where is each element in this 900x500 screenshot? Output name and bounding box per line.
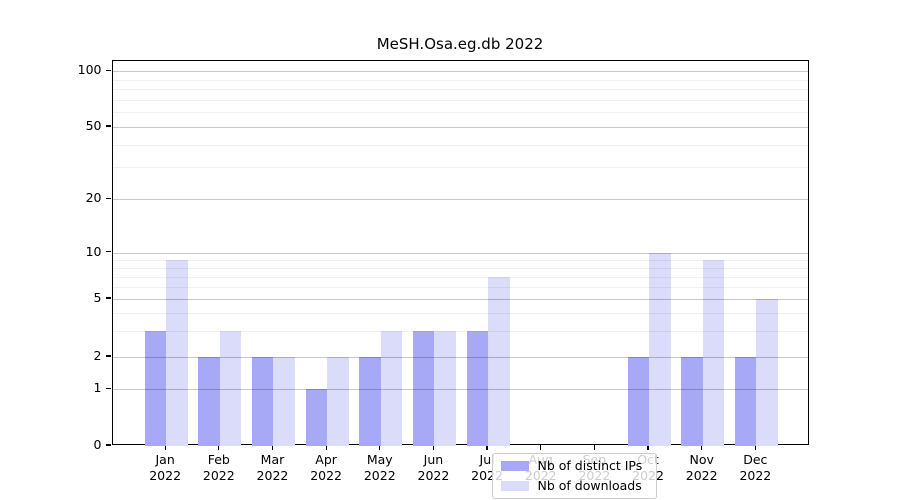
x-tick-mark <box>218 445 220 450</box>
major-gridline <box>112 299 808 300</box>
x-tick-mark <box>647 445 649 450</box>
bar-distinct-ips-may <box>359 357 381 446</box>
bar-downloads-jan <box>166 259 188 446</box>
x-tick-mark <box>701 445 703 450</box>
minor-gridline <box>112 276 808 278</box>
bar-distinct-ips-jan <box>144 331 167 446</box>
minor-gridline <box>112 167 808 169</box>
x-tick-mark <box>432 445 434 450</box>
bar-distinct-ips-feb <box>198 357 220 446</box>
x-tick-label: Jun 2022 <box>417 452 450 483</box>
y-tick-label: 0 <box>93 437 102 452</box>
major-gridline <box>112 252 808 254</box>
y-tick-mark <box>105 355 111 357</box>
x-tick-mark <box>593 445 595 450</box>
x-tick-mark <box>540 445 542 450</box>
bar-distinct-ips-dec <box>734 357 757 446</box>
minor-gridline <box>112 112 808 114</box>
bar-downloads-jul <box>488 276 510 446</box>
y-tick-mark <box>105 387 111 389</box>
legend-label-downloads: Nb of downloads <box>537 478 642 493</box>
legend: Nb of distinct IPs Nb of downloads <box>491 452 657 499</box>
bar-distinct-ips-jun <box>412 331 435 446</box>
chart-title: MeSH.Osa.eg.db 2022 <box>376 35 544 53</box>
y-tick-mark <box>105 444 111 446</box>
minor-gridline <box>112 99 808 101</box>
major-gridline <box>112 127 808 128</box>
x-tick-mark <box>271 445 274 450</box>
y-tick-mark <box>105 251 111 253</box>
major-gridline <box>112 389 808 391</box>
bar-distinct-ips-jul <box>466 331 489 446</box>
y-tick-label: 10 <box>85 243 102 259</box>
x-tick-mark <box>486 445 488 450</box>
y-tick-mark <box>105 69 111 71</box>
x-tick-label: Feb 2022 <box>202 452 235 483</box>
y-tick-label: 1 <box>93 380 102 396</box>
minor-gridline <box>112 259 808 261</box>
x-tick-label: May 2022 <box>363 452 396 483</box>
bar-downloads-feb <box>219 331 242 446</box>
bar-downloads-jun <box>434 331 456 446</box>
x-tick-mark <box>754 445 756 450</box>
major-gridline <box>112 199 808 201</box>
bar-downloads-dec <box>756 299 778 446</box>
bar-downloads-oct <box>649 252 671 446</box>
minor-gridline <box>112 331 808 333</box>
minor-gridline <box>112 144 808 146</box>
x-tick-label: Nov 2022 <box>685 452 718 483</box>
minor-gridline <box>112 79 808 81</box>
y-tick-label: 20 <box>85 190 102 206</box>
minor-gridline <box>112 286 808 288</box>
bar-distinct-ips-apr <box>305 389 328 446</box>
minor-gridline <box>112 313 808 315</box>
x-tick-label: Apr 2022 <box>310 452 343 483</box>
bar-downloads-apr <box>327 357 349 446</box>
bar-downloads-may <box>380 331 403 446</box>
y-tick-label: 50 <box>85 118 102 133</box>
legend-row-downloads: Nb of downloads <box>500 478 648 493</box>
x-tick-mark <box>379 445 381 450</box>
downloads-swatch <box>500 480 529 491</box>
x-tick-mark <box>164 445 166 450</box>
y-tick-mark <box>105 297 111 299</box>
legend-label-distinct-ips: Nb of distinct IPs <box>537 458 643 473</box>
minor-gridline <box>112 267 808 269</box>
major-gridline <box>112 71 808 73</box>
x-tick-label: Dec 2022 <box>739 452 772 483</box>
y-tick-label: 2 <box>93 348 102 363</box>
bar-distinct-ips-mar <box>251 357 274 446</box>
plot-area: Nb of distinct IPs Nb of downloads <box>111 59 809 499</box>
x-tick-mark <box>325 445 327 450</box>
bar-distinct-ips-oct <box>627 357 650 446</box>
distinct-ips-swatch <box>500 460 529 471</box>
y-tick-mark <box>105 197 111 199</box>
y-tick-label: 5 <box>93 290 102 305</box>
y-tick-label: 100 <box>77 62 102 78</box>
bar-distinct-ips-nov <box>681 357 703 446</box>
legend-row-distinct-ips: Nb of distinct IPs <box>500 458 648 473</box>
bar-downloads-nov <box>702 259 725 446</box>
major-gridline <box>112 357 808 358</box>
x-tick-label: Jan 2022 <box>149 452 182 483</box>
bar-downloads-mar <box>273 357 295 446</box>
x-tick-label: Mar 2022 <box>256 452 289 483</box>
minor-gridline <box>112 89 808 91</box>
y-tick-mark <box>105 125 111 127</box>
